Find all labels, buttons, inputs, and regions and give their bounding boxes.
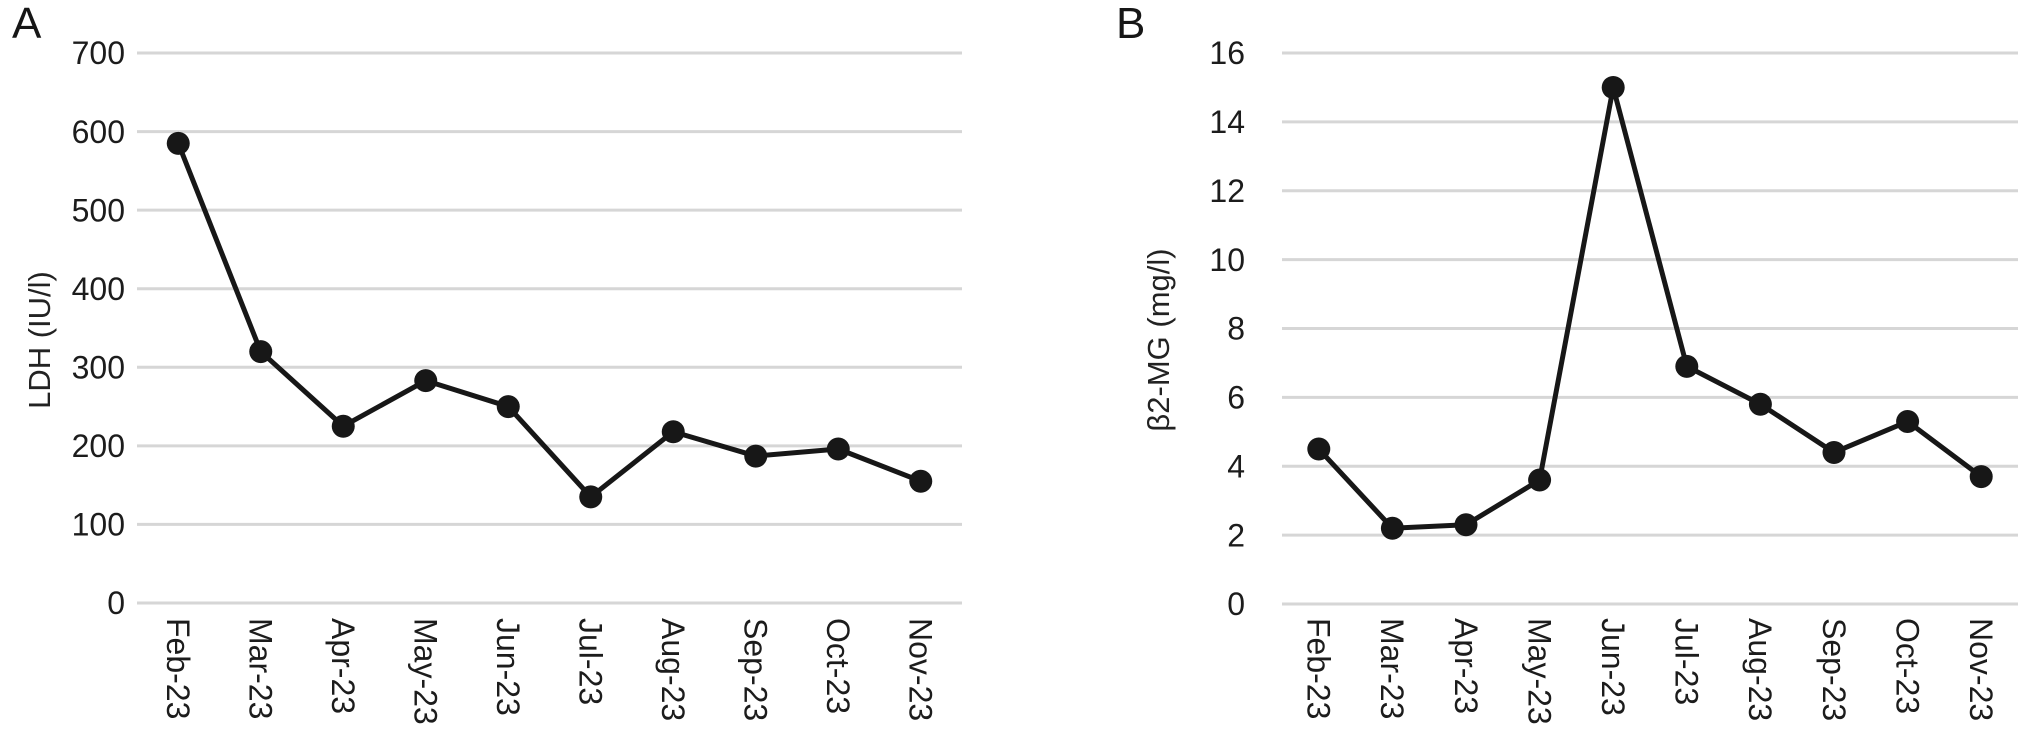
y-tick-label: 8	[1227, 311, 1245, 347]
data-point-marker	[1822, 440, 1846, 464]
data-point-marker	[166, 131, 190, 155]
chart-panel-a: A LDH (IU/l) 0 100 200 300 400 500 600 700 Feb-2…	[12, 0, 962, 725]
data-point-marker	[661, 420, 685, 444]
x-tick-label: Jun-23	[1595, 618, 1631, 716]
y-tick-label: 14	[1209, 104, 1245, 140]
x-tick-label: Feb-23	[1301, 618, 1337, 719]
y-tick-label: 10	[1209, 242, 1245, 278]
y-tick-label: 100	[72, 507, 125, 543]
x-tick-label: Nov-23	[1963, 618, 1999, 721]
data-point-marker	[1969, 465, 1993, 489]
x-tick-label: Oct-23	[1889, 618, 1925, 714]
data-point-marker	[249, 340, 273, 364]
x-tick-label: Apr-23	[325, 618, 361, 714]
y-tick-label: 500	[72, 192, 125, 228]
x-tick-label: Oct-23	[820, 618, 856, 714]
data-point-marker	[1748, 392, 1772, 416]
x-tick-label: Sep-23	[1816, 618, 1852, 721]
x-tick-label: May-23	[408, 618, 444, 725]
y-tick-label: 0	[107, 585, 125, 621]
data-point-marker	[1896, 409, 1920, 433]
data-point-marker	[1380, 516, 1404, 540]
y-tick-label: 400	[72, 271, 125, 307]
series-line	[175, 140, 924, 500]
x-tick-label: Aug-23	[1742, 618, 1778, 721]
y-tick-label: 6	[1227, 380, 1245, 416]
data-point-marker	[826, 437, 850, 461]
x-tick-label: Jun-23	[490, 618, 526, 716]
series-line	[1316, 84, 1984, 531]
y-tick-label: 2	[1227, 517, 1245, 553]
b2mg-line-plot: 0 2 4 6 8 10 12 14 16 Feb-23 Mar-23 Apr-23 May-23 Jun…	[1209, 35, 2018, 725]
panel-b-label: B	[1116, 0, 1146, 48]
y-tick-label: 200	[72, 428, 125, 464]
y-tick-label: 12	[1209, 173, 1245, 209]
x-tick-label: Jul-23	[573, 618, 609, 705]
x-tick-label: Feb-23	[160, 618, 196, 719]
data-point-marker	[496, 395, 520, 419]
x-tick-label: Nov-23	[903, 618, 939, 721]
x-tick-label: Mar-23	[243, 618, 279, 719]
data-point-marker	[1601, 75, 1625, 99]
data-point-marker	[1307, 437, 1331, 461]
y-tick-label: 16	[1209, 35, 1245, 71]
y-tick-label: 700	[72, 35, 125, 71]
x-tick-label: May-23	[1521, 618, 1557, 725]
y-tick-label: 0	[1227, 586, 1245, 622]
x-tick-label: Aug-23	[655, 618, 691, 721]
data-point-marker	[909, 469, 933, 493]
data-point-marker	[331, 414, 355, 438]
data-point-marker	[1454, 513, 1478, 537]
data-point-marker	[1528, 468, 1552, 492]
chart-panel-b: B β2-MG (mg/l) 0 2 4 6 8 10 12 14 16 Feb-23 Mar-23…	[1016, 0, 2032, 753]
data-point-marker	[1675, 354, 1699, 378]
panel-a-label: A	[12, 0, 42, 48]
y-tick-label: 600	[72, 114, 125, 150]
x-tick-label: Apr-23	[1448, 618, 1484, 714]
data-point-marker	[579, 485, 603, 509]
data-point-marker	[744, 444, 768, 468]
ldh-line-plot: 0 100 200 300 400 500 600 700 Feb-23 Mar-23 Apr-23…	[72, 35, 962, 725]
data-point-marker	[414, 369, 438, 393]
y-tick-label: 4	[1227, 448, 1245, 484]
x-tick-label: Sep-23	[738, 618, 774, 721]
x-tick-label: Jul-23	[1669, 618, 1705, 705]
x-tick-label: Mar-23	[1374, 618, 1410, 719]
y-tick-label: 300	[72, 349, 125, 385]
